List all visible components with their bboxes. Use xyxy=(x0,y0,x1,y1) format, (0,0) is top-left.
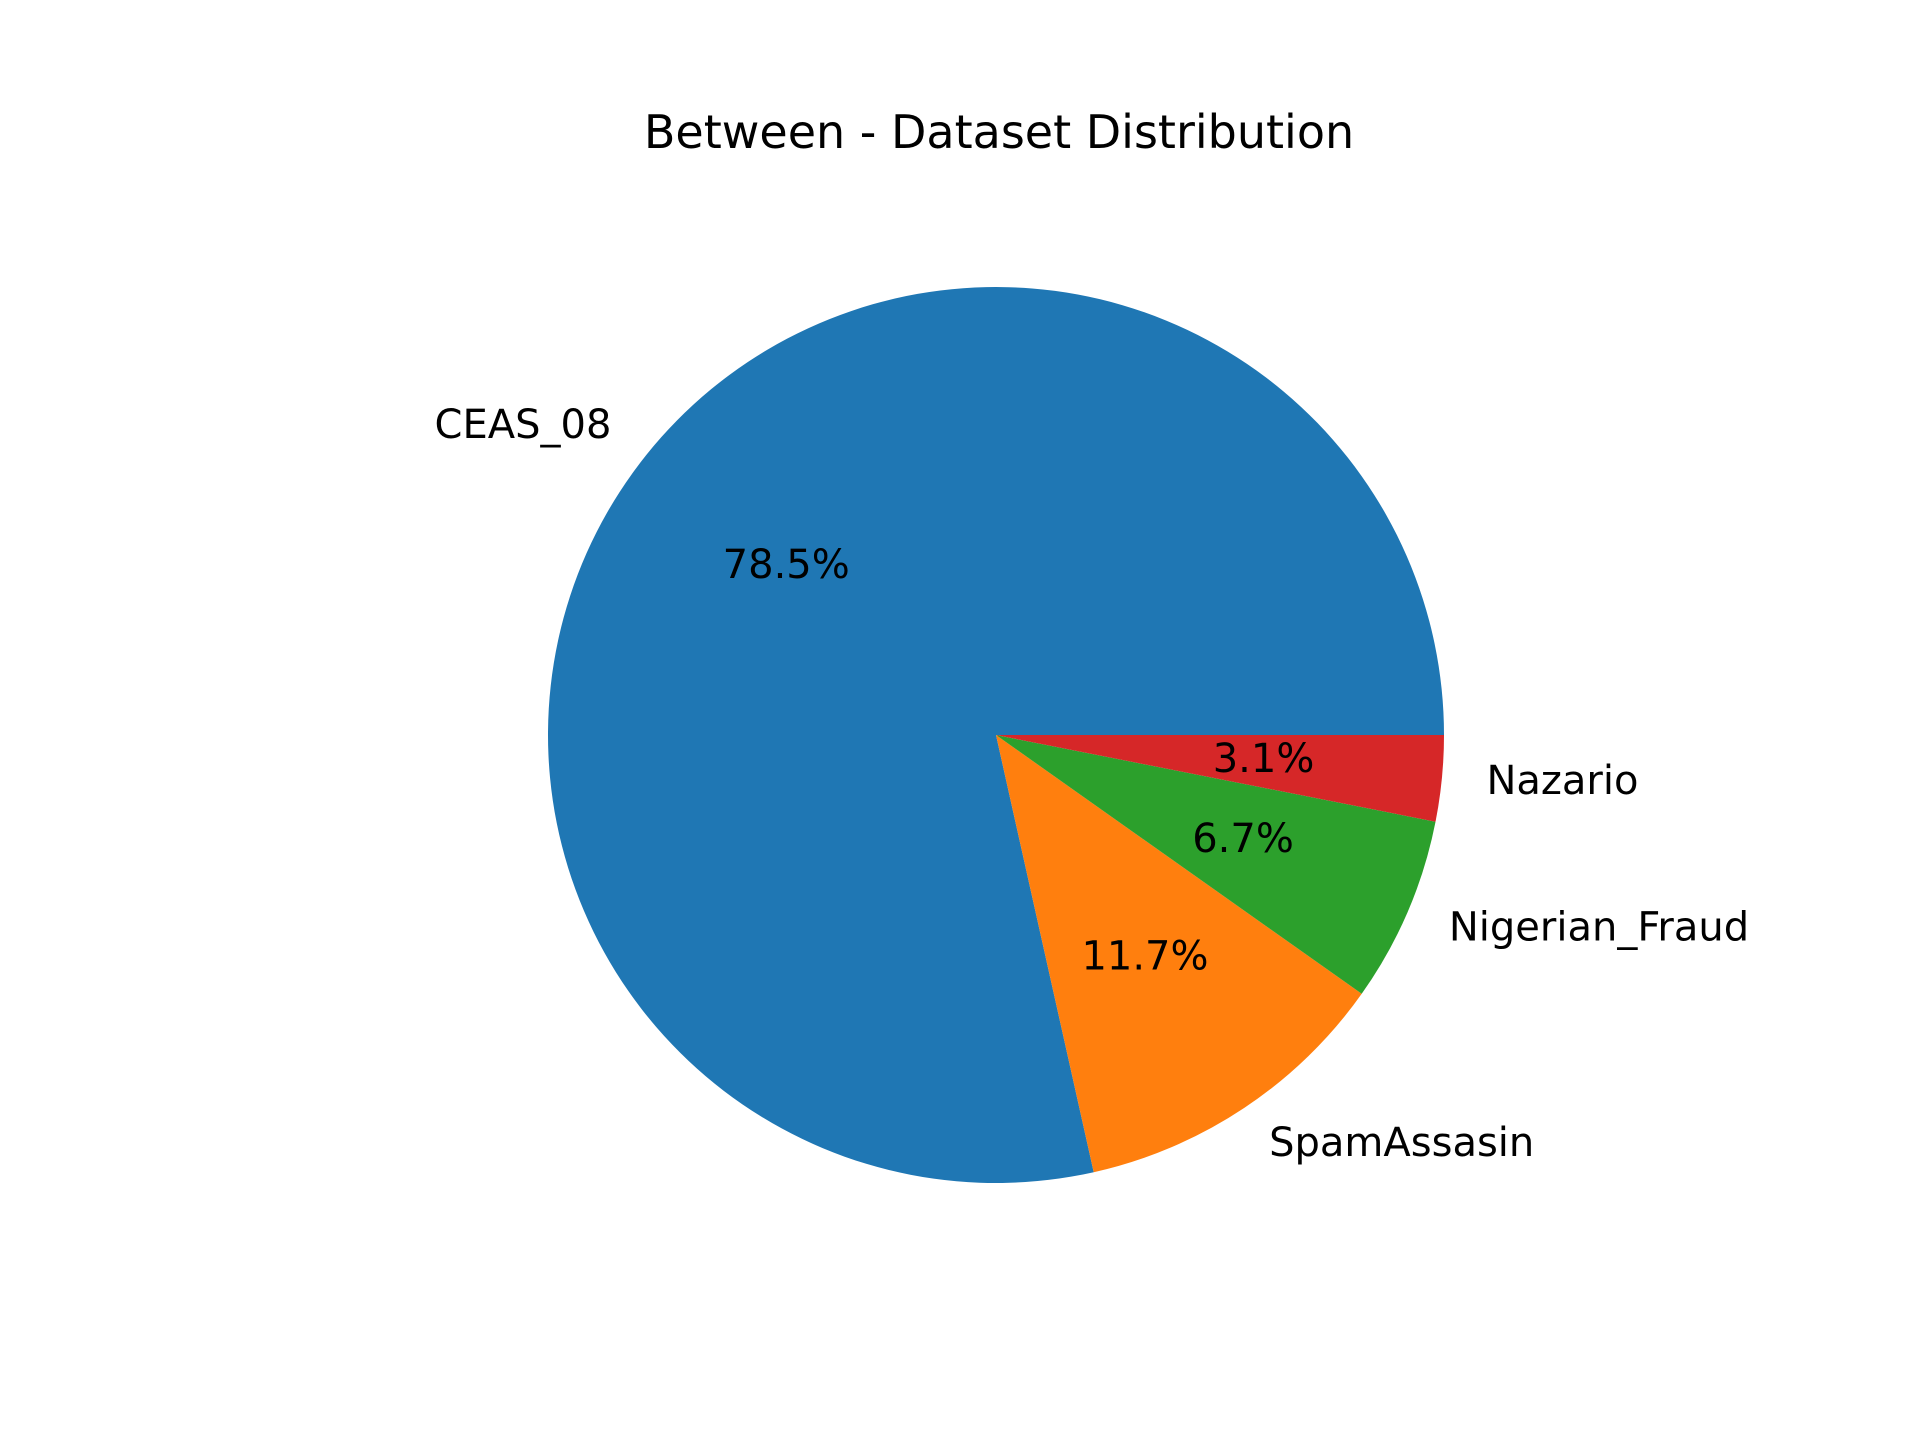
pct-label-nigerian-fraud: 6.7% xyxy=(1192,816,1294,862)
pie-slices xyxy=(547,287,1444,1184)
pct-label-nazario: 3.1% xyxy=(1213,736,1315,782)
pie-slice-nazario xyxy=(996,735,1444,822)
slice-label-ceas-08: CEAS_08 xyxy=(435,402,612,448)
pie-slice-ceas-08 xyxy=(547,287,1444,1184)
pct-label-ceas-08: 78.5% xyxy=(723,542,850,588)
slice-label-nazario: Nazario xyxy=(1486,758,1638,804)
pie-slice-spamassasin xyxy=(996,735,1362,1173)
slice-label-nigerian-fraud: Nigerian_Fraud xyxy=(1449,904,1749,950)
pie-slice-nigerian-fraud xyxy=(996,735,1436,994)
slice-label-spamassasin: SpamAssasin xyxy=(1269,1120,1534,1166)
chart-title: Between - Dataset Distribution xyxy=(644,105,1354,159)
pie-labels: CEAS_08 78.5% SpamAssasin 11.7% Nigerian_Fra… xyxy=(435,402,1750,1166)
pct-label-spamassasin: 11.7% xyxy=(1081,934,1208,980)
